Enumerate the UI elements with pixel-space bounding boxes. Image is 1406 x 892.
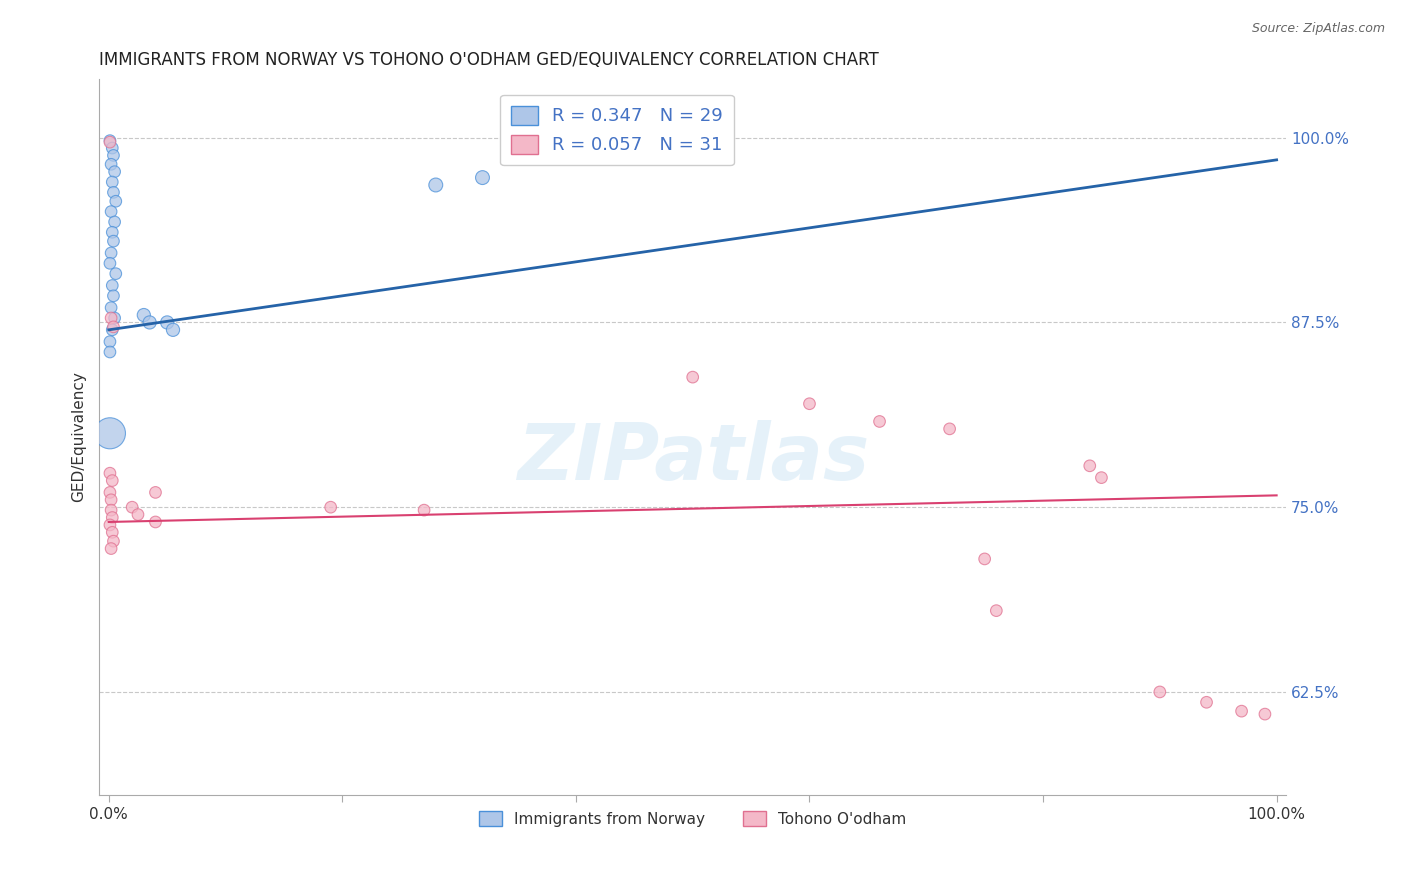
Point <box>145 485 167 500</box>
Point <box>127 508 149 522</box>
Point <box>103 148 125 162</box>
Point <box>100 246 122 260</box>
Point <box>1254 707 1277 722</box>
Point <box>101 278 124 293</box>
Point <box>100 204 122 219</box>
Point <box>973 552 995 566</box>
Point <box>869 414 891 428</box>
Point <box>101 175 124 189</box>
Point <box>101 323 124 337</box>
Point <box>1078 458 1101 473</box>
Text: Source: ZipAtlas.com: Source: ZipAtlas.com <box>1251 22 1385 36</box>
Point <box>103 319 125 334</box>
Point <box>319 500 342 515</box>
Point <box>156 315 179 329</box>
Point <box>938 422 960 436</box>
Point <box>162 323 184 337</box>
Legend: Immigrants from Norway, Tohono O'odham: Immigrants from Norway, Tohono O'odham <box>471 803 914 834</box>
Point <box>101 510 124 524</box>
Point <box>100 157 122 171</box>
Point <box>98 426 121 441</box>
Point <box>425 178 447 192</box>
Point <box>1195 695 1218 709</box>
Point <box>413 503 436 517</box>
Point <box>104 164 127 178</box>
Point <box>145 515 167 529</box>
Point <box>104 311 127 326</box>
Point <box>104 194 127 209</box>
Point <box>799 397 821 411</box>
Point <box>471 170 494 185</box>
Point <box>682 370 704 384</box>
Point <box>986 604 1008 618</box>
Point <box>101 474 124 488</box>
Point <box>1090 470 1112 484</box>
Point <box>101 525 124 540</box>
Point <box>1230 704 1253 718</box>
Text: ZIPatlas: ZIPatlas <box>516 420 869 497</box>
Point <box>98 334 121 349</box>
Point <box>98 256 121 270</box>
Point <box>100 311 122 326</box>
Point <box>103 534 125 549</box>
Point <box>121 500 143 515</box>
Point <box>98 135 121 149</box>
Point <box>98 517 121 532</box>
Point <box>103 234 125 248</box>
Point <box>101 141 124 155</box>
Point <box>98 485 121 500</box>
Text: IMMIGRANTS FROM NORWAY VS TOHONO O'ODHAM GED/EQUIVALENCY CORRELATION CHART: IMMIGRANTS FROM NORWAY VS TOHONO O'ODHAM… <box>100 51 879 69</box>
Point <box>98 466 121 480</box>
Point <box>101 225 124 239</box>
Point <box>100 301 122 315</box>
Point <box>98 345 121 359</box>
Point <box>98 134 121 148</box>
Point <box>100 541 122 556</box>
Point <box>104 267 127 281</box>
Point <box>138 315 160 329</box>
Point <box>103 186 125 200</box>
Point <box>100 503 122 517</box>
Point <box>1149 685 1171 699</box>
Y-axis label: GED/Equivalency: GED/Equivalency <box>72 372 86 502</box>
Point <box>100 492 122 507</box>
Point <box>104 215 127 229</box>
Point <box>132 308 155 322</box>
Point <box>103 289 125 303</box>
